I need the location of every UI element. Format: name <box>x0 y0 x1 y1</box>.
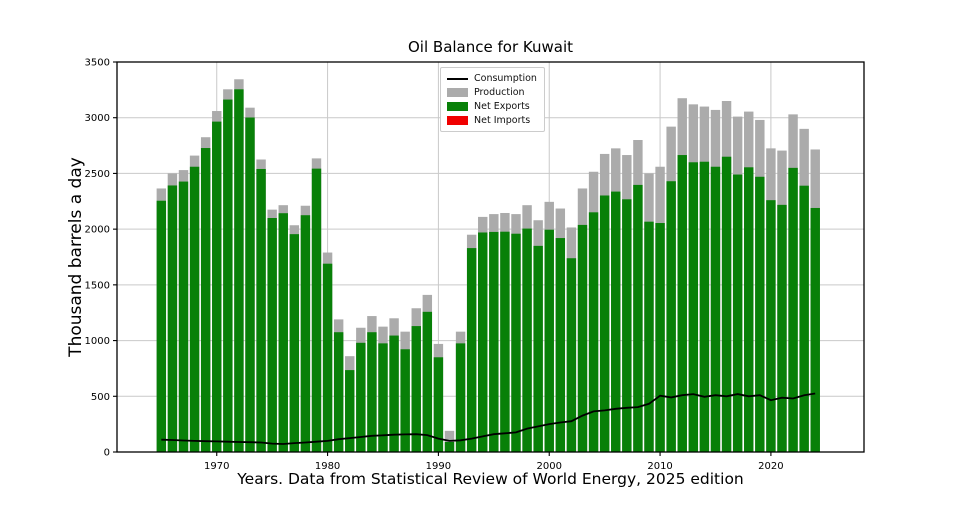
bar-net-exports-1980 <box>322 263 333 452</box>
bar-net-exports-1978 <box>300 215 311 452</box>
bar-net-exports-2012 <box>677 155 687 453</box>
y-tick-label: 3500 <box>85 58 110 69</box>
bar-net-exports-1982 <box>345 370 355 452</box>
net-exports-patch-swatch <box>447 102 468 111</box>
bar-net-exports-2011 <box>666 181 676 452</box>
bar-net-exports-1990 <box>433 357 444 452</box>
consumption-line-swatch <box>447 77 468 80</box>
legend-entry-production: Production <box>447 87 538 98</box>
x-tick-label: 1970 <box>204 461 229 472</box>
x-tick-label: 2000 <box>537 461 562 472</box>
bar-net-exports-2004 <box>588 212 599 452</box>
bar-net-exports-2023 <box>799 185 809 452</box>
bar-net-exports-2003 <box>577 224 588 452</box>
bar-net-exports-2009 <box>644 221 654 452</box>
legend: Consumption Production Net Exports Net I… <box>440 67 545 132</box>
bar-net-exports-2016 <box>721 156 732 452</box>
bar-net-exports-2020 <box>766 200 776 452</box>
legend-label-net-imports: Net Imports <box>474 115 531 126</box>
bar-net-exports-2018 <box>744 167 754 453</box>
x-tick-label: 2020 <box>758 461 783 472</box>
bar-net-exports-1968 <box>189 166 200 452</box>
bar-net-exports-1986 <box>389 335 399 452</box>
bar-net-exports-2022 <box>788 167 798 452</box>
bar-net-exports-1988 <box>411 326 421 452</box>
bar-net-exports-1984 <box>367 332 377 452</box>
bar-net-exports-2021 <box>777 204 787 452</box>
bar-net-exports-1997 <box>511 233 521 452</box>
legend-entry-net-exports: Net Exports <box>447 101 538 112</box>
y-tick-label: 2000 <box>85 225 110 236</box>
y-axis-label: Thousand barrels a day <box>66 157 86 357</box>
chart-title: Oil Balance for Kuwait <box>408 38 573 56</box>
bar-net-exports-2017 <box>732 174 743 453</box>
bar-net-exports-1981 <box>333 332 344 452</box>
bar-net-exports-1966 <box>167 185 178 452</box>
bar-net-exports-1987 <box>400 349 410 452</box>
bar-net-exports-1991 <box>444 441 455 452</box>
bar-net-exports-1993 <box>466 248 477 452</box>
bar-net-exports-1983 <box>356 342 366 452</box>
bar-net-exports-2015 <box>710 166 721 452</box>
legend-entry-net-imports: Net Imports <box>447 115 538 126</box>
x-tick-label: 1980 <box>315 461 340 472</box>
y-tick-label: 0 <box>104 448 110 459</box>
bar-net-exports-1992 <box>455 343 466 452</box>
bar-net-exports-1972 <box>234 89 244 453</box>
bar-net-exports-1965 <box>156 200 167 452</box>
legend-label-consumption: Consumption <box>474 73 537 84</box>
bar-net-exports-1969 <box>200 148 211 452</box>
bar-net-exports-2010 <box>655 223 665 452</box>
legend-label-net-exports: Net Exports <box>474 101 530 112</box>
line-consumption <box>161 392 816 445</box>
bar-net-exports-1979 <box>311 168 322 452</box>
x-tick-label: 1990 <box>426 461 451 472</box>
bar-net-exports-2005 <box>599 195 610 452</box>
bar-net-exports-2007 <box>622 199 632 452</box>
y-tick-label: 3000 <box>85 113 110 124</box>
bar-net-exports-1994 <box>478 232 488 452</box>
bar-net-exports-2000 <box>544 229 554 452</box>
bar-net-exports-1973 <box>245 117 255 453</box>
y-tick-label: 1000 <box>85 336 110 347</box>
y-tick-label: 1500 <box>85 280 110 291</box>
bar-net-exports-1985 <box>378 343 388 452</box>
bar-net-exports-1998 <box>522 228 532 452</box>
bar-net-exports-1974 <box>256 168 266 452</box>
legend-label-production: Production <box>474 87 525 98</box>
bar-net-exports-1995 <box>489 231 499 452</box>
y-tick-label: 500 <box>91 392 110 403</box>
bar-net-exports-1967 <box>178 181 189 452</box>
bar-net-exports-1996 <box>500 231 510 452</box>
bar-net-exports-2014 <box>699 161 710 452</box>
bar-net-exports-2013 <box>688 162 699 453</box>
bar-net-exports-1976 <box>278 213 288 452</box>
bar-net-exports-2008 <box>633 184 643 453</box>
bar-net-exports-2002 <box>566 258 577 452</box>
bar-net-exports-1971 <box>223 99 233 453</box>
x-axis-label: Years. Data from Statistical Review of W… <box>237 470 744 488</box>
net-imports-patch-swatch <box>447 116 468 125</box>
legend-entry-consumption: Consumption <box>447 73 538 84</box>
bar-net-exports-1975 <box>267 218 277 452</box>
x-tick-label: 2010 <box>647 461 672 472</box>
bar-net-exports-1989 <box>422 311 433 452</box>
bar-net-exports-2024 <box>810 207 820 452</box>
bar-net-exports-2006 <box>611 191 621 452</box>
bar-net-exports-1977 <box>289 234 300 452</box>
bar-net-exports-2019 <box>755 176 765 452</box>
y-tick-label: 2500 <box>85 169 110 180</box>
bar-net-exports-1999 <box>533 245 543 452</box>
production-patch-swatch <box>447 88 468 97</box>
bar-net-exports-1970 <box>212 121 222 452</box>
bar-net-exports-2001 <box>555 238 566 452</box>
